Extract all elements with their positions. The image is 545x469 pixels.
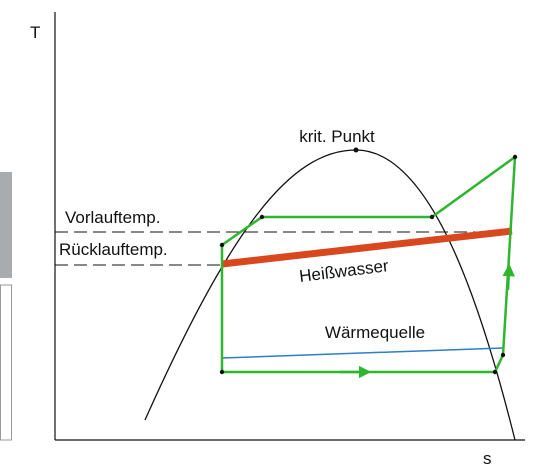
heat-source-line: [221, 347, 504, 359]
critical-point: [353, 147, 359, 153]
saturation-dome: [144, 149, 516, 441]
side-box: [0, 284, 12, 441]
y-axis-label: T: [30, 23, 40, 42]
cycle: [220, 154, 517, 374]
hot-water-label: Heißwasser: [298, 256, 390, 286]
heat-source-label: Wärmequelle: [325, 323, 425, 342]
x-axis-label: s: [483, 449, 492, 468]
supply-label: Vorlauftemp.: [65, 208, 160, 227]
hot-water-line: [221, 227, 513, 268]
return-label: Rücklauftemp.: [59, 240, 168, 259]
cycle-points: [219, 154, 518, 375]
side-panel: [0, 172, 12, 278]
cycle-arrow: [502, 263, 515, 291]
critical-point-label: krit. Punkt: [299, 127, 375, 146]
